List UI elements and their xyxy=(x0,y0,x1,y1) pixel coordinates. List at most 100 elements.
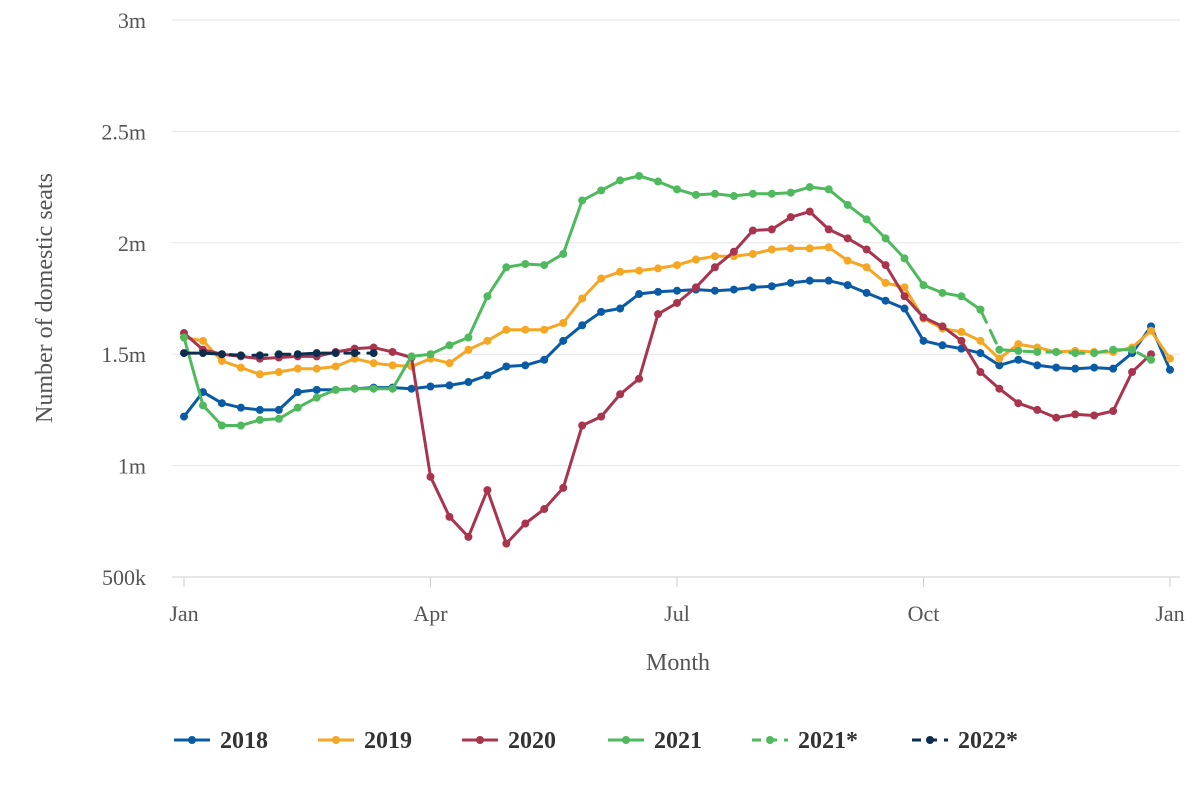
data-point[interactable] xyxy=(938,288,947,297)
legend-item-2021[interactable]: 2021 xyxy=(608,728,702,754)
data-point[interactable] xyxy=(786,188,795,197)
data-point[interactable] xyxy=(198,336,207,345)
data-point[interactable] xyxy=(654,177,663,186)
data-point[interactable] xyxy=(312,385,321,394)
data-point[interactable] xyxy=(1128,368,1137,377)
data-point[interactable] xyxy=(217,356,226,365)
data-point[interactable] xyxy=(995,384,1004,393)
data-point[interactable] xyxy=(843,281,852,290)
data-point[interactable] xyxy=(976,349,985,358)
data-point[interactable] xyxy=(483,336,492,345)
data-point[interactable] xyxy=(540,355,549,364)
data-point[interactable] xyxy=(673,286,681,295)
data-point[interactable] xyxy=(597,274,606,283)
data-point[interactable] xyxy=(673,298,681,307)
data-point[interactable] xyxy=(464,345,473,354)
data-point[interactable] xyxy=(900,304,909,313)
data-point[interactable] xyxy=(1109,407,1118,416)
data-point[interactable] xyxy=(1071,410,1080,419)
data-point[interactable] xyxy=(445,381,454,390)
data-point[interactable] xyxy=(862,288,871,297)
data-point[interactable] xyxy=(862,263,871,272)
data-point[interactable] xyxy=(691,190,700,199)
data-point[interactable] xyxy=(464,333,473,342)
data-point[interactable] xyxy=(710,189,719,198)
data-point[interactable] xyxy=(293,350,302,359)
data-point[interactable] xyxy=(445,341,454,350)
data-point[interactable] xyxy=(1128,345,1137,354)
data-point[interactable] xyxy=(369,343,378,352)
data-point[interactable] xyxy=(180,412,188,421)
legend-item-2021-projected[interactable]: 2021* xyxy=(752,728,858,754)
data-point[interactable] xyxy=(919,281,928,290)
data-point[interactable] xyxy=(217,350,226,359)
data-point[interactable] xyxy=(786,213,795,222)
data-point[interactable] xyxy=(255,415,264,424)
data-point[interactable] xyxy=(767,189,776,198)
data-point[interactable] xyxy=(521,325,530,334)
data-point[interactable] xyxy=(862,215,871,224)
data-point[interactable] xyxy=(483,486,492,495)
data-point[interactable] xyxy=(502,362,511,371)
data-point[interactable] xyxy=(388,347,397,356)
data-point[interactable] xyxy=(881,296,890,305)
data-point[interactable] xyxy=(312,364,321,373)
data-point[interactable] xyxy=(976,336,985,345)
data-point[interactable] xyxy=(976,368,985,377)
data-point[interactable] xyxy=(976,305,985,314)
data-point[interactable] xyxy=(1166,365,1174,374)
data-point[interactable] xyxy=(843,234,852,243)
data-point[interactable] xyxy=(1014,340,1023,349)
data-point[interactable] xyxy=(578,294,587,303)
data-point[interactable] xyxy=(691,283,700,292)
data-point[interactable] xyxy=(350,354,359,363)
data-point[interactable] xyxy=(350,349,359,358)
data-point[interactable] xyxy=(710,252,719,261)
data-point[interactable] xyxy=(236,351,245,360)
data-point[interactable] xyxy=(293,403,302,412)
data-point[interactable] xyxy=(1071,349,1080,358)
data-point[interactable] xyxy=(957,336,966,345)
data-point[interactable] xyxy=(881,261,890,270)
data-point[interactable] xyxy=(710,286,719,295)
data-point[interactable] xyxy=(1071,364,1080,373)
data-point[interactable] xyxy=(616,267,625,276)
data-point[interactable] xyxy=(445,512,454,521)
data-point[interactable] xyxy=(824,243,833,252)
data-point[interactable] xyxy=(1014,399,1023,408)
data-point[interactable] xyxy=(1109,364,1118,373)
data-point[interactable] xyxy=(748,189,757,198)
data-point[interactable] xyxy=(673,261,681,270)
data-point[interactable] xyxy=(180,349,188,358)
data-point[interactable] xyxy=(767,245,776,254)
data-point[interactable] xyxy=(616,390,625,399)
data-point[interactable] xyxy=(843,256,852,265)
data-point[interactable] xyxy=(729,247,738,256)
data-point[interactable] xyxy=(938,322,947,331)
data-point[interactable] xyxy=(388,361,397,370)
data-point[interactable] xyxy=(1090,349,1099,358)
data-point[interactable] xyxy=(426,472,435,481)
data-point[interactable] xyxy=(502,539,511,548)
data-point[interactable] xyxy=(1147,355,1156,364)
data-point[interactable] xyxy=(843,200,852,209)
data-point[interactable] xyxy=(502,263,511,272)
data-point[interactable] xyxy=(748,226,757,235)
data-point[interactable] xyxy=(293,364,302,373)
data-point[interactable] xyxy=(331,362,340,371)
data-point[interactable] xyxy=(369,349,378,358)
data-point[interactable] xyxy=(748,283,757,292)
legend-item-2018[interactable]: 2018 xyxy=(174,728,268,754)
data-point[interactable] xyxy=(1033,405,1042,414)
data-point[interactable] xyxy=(407,352,416,361)
data-point[interactable] xyxy=(464,378,473,387)
legend-item-2020[interactable]: 2020 xyxy=(462,728,556,754)
data-point[interactable] xyxy=(900,254,909,263)
data-point[interactable] xyxy=(995,345,1004,354)
data-point[interactable] xyxy=(654,310,663,319)
data-point[interactable] xyxy=(654,287,663,296)
data-point[interactable] xyxy=(900,292,909,301)
data-point[interactable] xyxy=(236,421,245,430)
data-point[interactable] xyxy=(597,307,606,316)
data-point[interactable] xyxy=(1014,355,1023,364)
